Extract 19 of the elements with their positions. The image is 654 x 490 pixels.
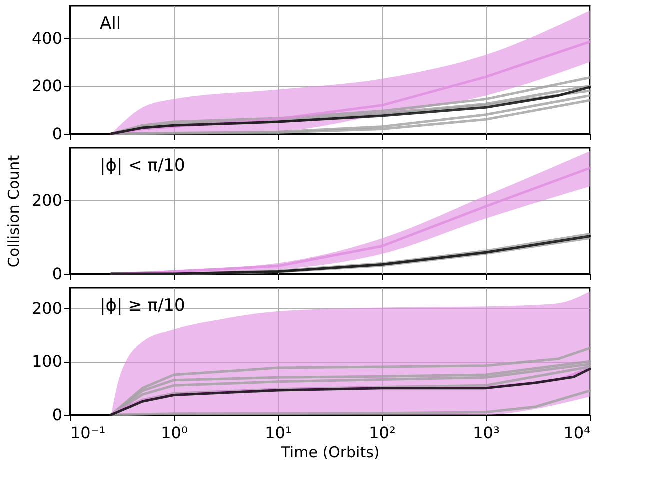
y-tick-label: 100	[32, 352, 62, 372]
annotation: |ϕ| < π/10	[100, 156, 186, 176]
x-tick-label: 10⁴	[564, 424, 590, 442]
annotation: All	[100, 14, 122, 34]
x-tick-label: 10¹	[265, 424, 292, 442]
y-tick-label: 200	[32, 298, 62, 318]
y-tick-label: 400	[32, 28, 62, 48]
x-tick-label: 10⁻¹	[70, 424, 106, 442]
y-tick-label: 0	[52, 264, 62, 284]
x-tick-label: 10⁰	[161, 424, 188, 442]
y-tick-label: 200	[32, 190, 62, 210]
y-tick-label: 200	[32, 76, 62, 96]
x-tick-label: 10²	[369, 424, 396, 442]
y-tick-label: 0	[52, 406, 62, 424]
y-tick-label: 0	[52, 124, 62, 144]
annotation: |ϕ| ≥ π/10	[100, 296, 186, 316]
x-tick-label: 10³	[473, 424, 500, 442]
x-axis-title: Time (Orbits)	[280, 444, 380, 462]
y-axis-title: Collision Count	[4, 155, 23, 268]
